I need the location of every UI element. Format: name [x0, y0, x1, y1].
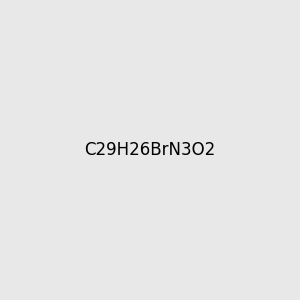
Text: C29H26BrN3O2: C29H26BrN3O2 [84, 141, 216, 159]
